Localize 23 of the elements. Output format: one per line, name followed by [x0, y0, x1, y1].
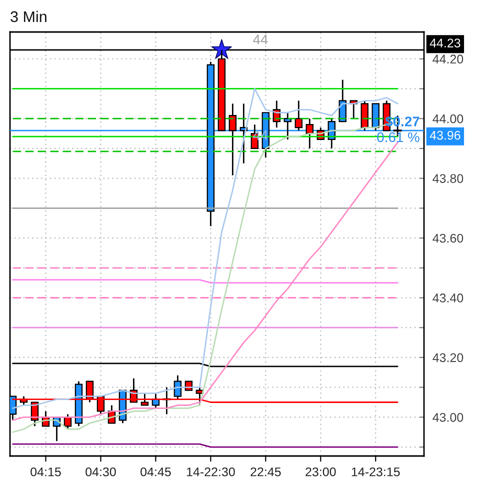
x-tick-label: 04:15	[30, 467, 61, 476]
candlestick	[294, 100, 302, 132]
chart-title: 3 Min	[10, 10, 46, 22]
ref-line-label: 44.23	[430, 38, 460, 48]
candlestick	[360, 100, 368, 132]
y-tick-label: 44.00	[432, 114, 464, 124]
annotation: 44	[253, 34, 268, 44]
x-tick-label: 22:45	[250, 467, 281, 476]
ref-line-label: 43.96	[430, 130, 460, 140]
x-tick-label: 04:30	[86, 467, 116, 476]
x-tick-label: 04:45	[140, 467, 171, 476]
y-tick-label: 44.20	[432, 54, 464, 64]
y-tick-label: 43.20	[432, 353, 464, 362]
candlestick	[306, 118, 314, 150]
x-tick-label: 14-22:30	[186, 467, 235, 476]
x-tick-label: 14-23:15	[352, 467, 400, 476]
y-tick-label: 43.80	[432, 174, 464, 183]
x-tick-label: 23:00	[306, 467, 336, 476]
y-tick-label: 43.00	[432, 412, 464, 422]
annotation: 44	[253, 130, 268, 140]
y-tick-label: 43.40	[432, 294, 464, 302]
candlestick	[228, 102, 237, 176]
y-tick-label: 43.60	[432, 234, 464, 243]
